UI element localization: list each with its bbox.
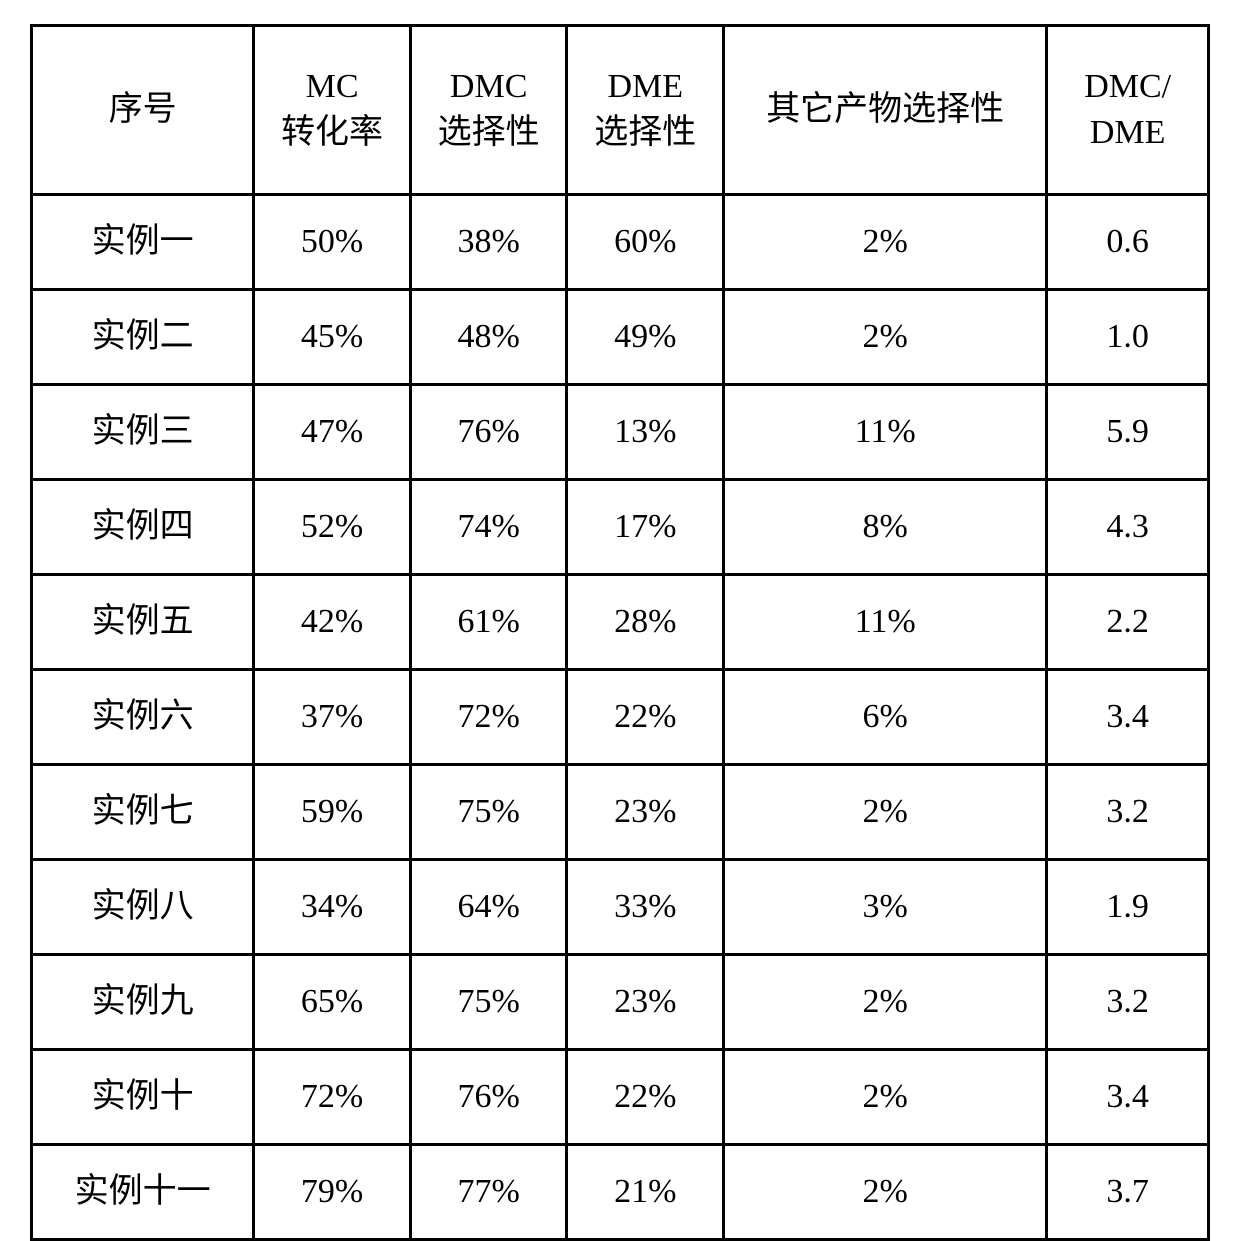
table-row: 实例一 50% 38% 60% 2% 0.6 xyxy=(32,195,1209,290)
cell-dme-sel: 21% xyxy=(567,1145,724,1240)
cell-other-sel: 2% xyxy=(724,1145,1047,1240)
results-table: 序号 MC 转化率 DMC 选择性 DM xyxy=(30,24,1210,1241)
col-header-mc-conv-line1: MC xyxy=(261,64,403,110)
cell-index: 实例一 xyxy=(32,195,254,290)
table-row: 实例四 52% 74% 17% 8% 4.3 xyxy=(32,480,1209,575)
cell-dmc-over-dme: 1.0 xyxy=(1047,290,1209,385)
cell-other-sel: 2% xyxy=(724,1050,1047,1145)
cell-index: 实例三 xyxy=(32,385,254,480)
col-header-other-sel-label: 其它产物选择性 xyxy=(731,87,1039,133)
col-header-mc-conv: MC 转化率 xyxy=(254,26,411,195)
table-row: 实例九 65% 75% 23% 2% 3.2 xyxy=(32,955,1209,1050)
cell-dme-sel: 13% xyxy=(567,385,724,480)
col-header-ratio-line1: DMC/ xyxy=(1054,64,1201,110)
cell-dmc-sel: 77% xyxy=(410,1145,567,1240)
cell-dmc-sel: 72% xyxy=(410,670,567,765)
table-row: 实例二 45% 48% 49% 2% 1.0 xyxy=(32,290,1209,385)
col-header-dmc-sel-line1: DMC xyxy=(418,64,560,110)
cell-index: 实例二 xyxy=(32,290,254,385)
cell-other-sel: 11% xyxy=(724,575,1047,670)
cell-dmc-sel: 48% xyxy=(410,290,567,385)
cell-index: 实例七 xyxy=(32,765,254,860)
cell-mc-conv: 72% xyxy=(254,1050,411,1145)
col-header-dmc-sel: DMC 选择性 xyxy=(410,26,567,195)
cell-other-sel: 8% xyxy=(724,480,1047,575)
cell-dme-sel: 33% xyxy=(567,860,724,955)
cell-mc-conv: 34% xyxy=(254,860,411,955)
col-header-ratio-line2: DME xyxy=(1054,110,1201,156)
col-header-dme-sel-line1: DME xyxy=(574,64,716,110)
cell-dmc-over-dme: 0.6 xyxy=(1047,195,1209,290)
table-row: 实例十一 79% 77% 21% 2% 3.7 xyxy=(32,1145,1209,1240)
table-body: 实例一 50% 38% 60% 2% 0.6 实例二 45% 48% 49% 2… xyxy=(32,195,1209,1240)
table-header-row: 序号 MC 转化率 DMC 选择性 DM xyxy=(32,26,1209,195)
cell-dme-sel: 60% xyxy=(567,195,724,290)
cell-dmc-over-dme: 3.4 xyxy=(1047,670,1209,765)
col-header-dmc-over-dme: DMC/ DME xyxy=(1047,26,1209,195)
cell-dmc-sel: 64% xyxy=(410,860,567,955)
cell-dmc-over-dme: 3.2 xyxy=(1047,955,1209,1050)
cell-mc-conv: 52% xyxy=(254,480,411,575)
cell-dmc-over-dme: 5.9 xyxy=(1047,385,1209,480)
col-header-dme-sel-line2: 选择性 xyxy=(574,110,716,156)
cell-dmc-sel: 76% xyxy=(410,1050,567,1145)
cell-mc-conv: 47% xyxy=(254,385,411,480)
cell-index: 实例十 xyxy=(32,1050,254,1145)
cell-dmc-sel: 74% xyxy=(410,480,567,575)
cell-index: 实例五 xyxy=(32,575,254,670)
table-row: 实例十 72% 76% 22% 2% 3.4 xyxy=(32,1050,1209,1145)
cell-dmc-over-dme: 3.7 xyxy=(1047,1145,1209,1240)
cell-dmc-over-dme: 1.9 xyxy=(1047,860,1209,955)
cell-mc-conv: 59% xyxy=(254,765,411,860)
cell-dmc-sel: 38% xyxy=(410,195,567,290)
cell-other-sel: 6% xyxy=(724,670,1047,765)
cell-mc-conv: 65% xyxy=(254,955,411,1050)
cell-dme-sel: 23% xyxy=(567,955,724,1050)
table-row: 实例七 59% 75% 23% 2% 3.2 xyxy=(32,765,1209,860)
cell-index: 实例十一 xyxy=(32,1145,254,1240)
cell-index: 实例九 xyxy=(32,955,254,1050)
cell-dmc-sel: 75% xyxy=(410,955,567,1050)
table-row: 实例三 47% 76% 13% 11% 5.9 xyxy=(32,385,1209,480)
cell-dmc-over-dme: 3.4 xyxy=(1047,1050,1209,1145)
cell-dme-sel: 22% xyxy=(567,670,724,765)
cell-index: 实例八 xyxy=(32,860,254,955)
col-header-index: 序号 xyxy=(32,26,254,195)
cell-dme-sel: 22% xyxy=(567,1050,724,1145)
cell-dmc-sel: 75% xyxy=(410,765,567,860)
col-header-dmc-sel-line2: 选择性 xyxy=(418,110,560,156)
cell-mc-conv: 50% xyxy=(254,195,411,290)
cell-mc-conv: 79% xyxy=(254,1145,411,1240)
cell-dme-sel: 28% xyxy=(567,575,724,670)
cell-dme-sel: 17% xyxy=(567,480,724,575)
cell-dme-sel: 23% xyxy=(567,765,724,860)
cell-index: 实例四 xyxy=(32,480,254,575)
cell-mc-conv: 37% xyxy=(254,670,411,765)
cell-other-sel: 2% xyxy=(724,765,1047,860)
cell-other-sel: 11% xyxy=(724,385,1047,480)
cell-dmc-over-dme: 2.2 xyxy=(1047,575,1209,670)
cell-other-sel: 3% xyxy=(724,860,1047,955)
cell-other-sel: 2% xyxy=(724,290,1047,385)
cell-mc-conv: 42% xyxy=(254,575,411,670)
cell-dmc-over-dme: 4.3 xyxy=(1047,480,1209,575)
cell-dme-sel: 49% xyxy=(567,290,724,385)
cell-other-sel: 2% xyxy=(724,195,1047,290)
col-header-other-sel: 其它产物选择性 xyxy=(724,26,1047,195)
table-row: 实例六 37% 72% 22% 6% 3.4 xyxy=(32,670,1209,765)
cell-dmc-over-dme: 3.2 xyxy=(1047,765,1209,860)
cell-dmc-sel: 61% xyxy=(410,575,567,670)
table-row: 实例五 42% 61% 28% 11% 2.2 xyxy=(32,575,1209,670)
col-header-index-label: 序号 xyxy=(39,87,246,133)
cell-index: 实例六 xyxy=(32,670,254,765)
cell-mc-conv: 45% xyxy=(254,290,411,385)
table-row: 实例八 34% 64% 33% 3% 1.9 xyxy=(32,860,1209,955)
page: 序号 MC 转化率 DMC 选择性 DM xyxy=(0,0,1240,1121)
cell-dmc-sel: 76% xyxy=(410,385,567,480)
col-header-dme-sel: DME 选择性 xyxy=(567,26,724,195)
cell-other-sel: 2% xyxy=(724,955,1047,1050)
col-header-mc-conv-line2: 转化率 xyxy=(261,110,403,156)
